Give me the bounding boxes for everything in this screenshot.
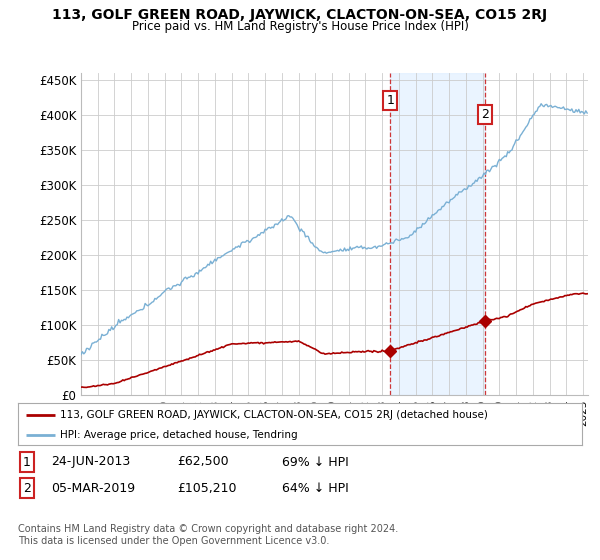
Bar (390, 73, 485, 395)
Text: £105,210: £105,210 (177, 482, 236, 495)
Text: 1: 1 (386, 94, 394, 108)
Text: 2: 2 (23, 482, 31, 495)
Text: Contains HM Land Registry data © Crown copyright and database right 2024.
This d: Contains HM Land Registry data © Crown c… (18, 524, 398, 546)
Text: Price paid vs. HM Land Registry's House Price Index (HPI): Price paid vs. HM Land Registry's House … (131, 20, 469, 33)
Text: 24-JUN-2013: 24-JUN-2013 (51, 455, 130, 469)
Text: 1: 1 (23, 455, 31, 469)
Text: 05-MAR-2019: 05-MAR-2019 (51, 482, 135, 495)
Text: 113, GOLF GREEN ROAD, JAYWICK, CLACTON-ON-SEA, CO15 2RJ: 113, GOLF GREEN ROAD, JAYWICK, CLACTON-O… (52, 8, 548, 22)
Text: 69% ↓ HPI: 69% ↓ HPI (282, 455, 349, 469)
Text: 64% ↓ HPI: 64% ↓ HPI (282, 482, 349, 495)
Text: 2: 2 (481, 108, 490, 122)
Text: £62,500: £62,500 (177, 455, 229, 469)
Text: 113, GOLF GREEN ROAD, JAYWICK, CLACTON-ON-SEA, CO15 2RJ (detached house): 113, GOLF GREEN ROAD, JAYWICK, CLACTON-O… (60, 409, 488, 419)
Text: HPI: Average price, detached house, Tendring: HPI: Average price, detached house, Tend… (60, 430, 298, 440)
